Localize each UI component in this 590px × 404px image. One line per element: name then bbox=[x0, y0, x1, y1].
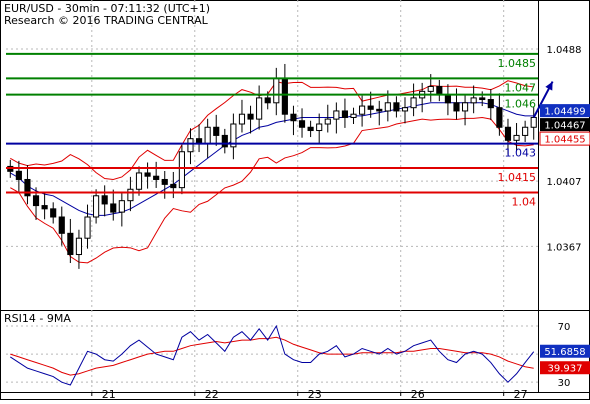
candle-body bbox=[93, 195, 100, 218]
bollinger-lower bbox=[10, 116, 534, 264]
candle-body bbox=[24, 178, 31, 197]
candle-body bbox=[470, 97, 477, 104]
candle-body bbox=[204, 126, 211, 145]
rsi-tick-label: 70 bbox=[558, 322, 571, 333]
candle-body bbox=[316, 123, 323, 132]
rsi-tag-box bbox=[540, 344, 590, 358]
candle-body bbox=[504, 126, 512, 141]
x-tick-label: 22 bbox=[205, 388, 219, 400]
x-tick-label: 21 bbox=[102, 388, 116, 400]
candle-body bbox=[350, 113, 357, 118]
candle-body bbox=[15, 170, 22, 180]
candle-body bbox=[110, 203, 117, 213]
candle-body bbox=[50, 208, 57, 218]
candle-body bbox=[264, 97, 271, 104]
candle-body bbox=[256, 97, 263, 120]
candle-body bbox=[487, 99, 494, 109]
x-tick-label: 27 bbox=[514, 388, 528, 400]
candle-body bbox=[453, 102, 460, 112]
candle-body bbox=[384, 102, 391, 112]
candle-body bbox=[238, 113, 246, 125]
candle-body bbox=[341, 110, 349, 118]
price-tag-box bbox=[540, 118, 590, 132]
price-tag-box bbox=[540, 104, 590, 118]
candle-body bbox=[101, 195, 108, 205]
candle-body bbox=[359, 105, 366, 115]
candle-body bbox=[376, 108, 383, 112]
candle-body bbox=[127, 188, 134, 202]
candle-body bbox=[135, 172, 143, 190]
candle-body bbox=[298, 120, 306, 128]
candle-body bbox=[401, 107, 409, 112]
candle-body bbox=[530, 116, 537, 128]
candle-body bbox=[427, 85, 434, 92]
price-tag-label: 1.04467 bbox=[544, 121, 585, 132]
forecast-arrow-head bbox=[545, 81, 553, 91]
chart-subtitle: Research © 2016 TRADING CENTRAL bbox=[4, 14, 209, 27]
level-label: 1.04 bbox=[512, 196, 537, 209]
price-tag-label: 1.04455 bbox=[544, 135, 585, 146]
candle-body bbox=[58, 216, 65, 234]
x-tick-label: 23 bbox=[308, 388, 322, 400]
candle-body bbox=[461, 102, 469, 112]
y-tick-label: 1.0488 bbox=[547, 45, 582, 56]
candle-body bbox=[333, 110, 340, 120]
candle-body bbox=[118, 200, 125, 213]
candle-body bbox=[84, 216, 91, 239]
rsi-panel-label: RSI14 - 9MA bbox=[4, 312, 71, 325]
candle-body bbox=[513, 134, 520, 141]
candle-body bbox=[393, 102, 400, 112]
grid-layer: 1.0367 1.0407 1.0488 21 22 23 26 27 30 70 bbox=[6, 0, 582, 401]
candle-body bbox=[213, 126, 220, 136]
candle-body bbox=[436, 85, 443, 96]
candle-body bbox=[522, 126, 529, 136]
candle-body bbox=[281, 77, 288, 115]
rsi-line bbox=[10, 324, 535, 386]
level-label: 1.0485 bbox=[498, 57, 537, 70]
candle-body bbox=[75, 237, 83, 256]
candle-body bbox=[32, 195, 40, 207]
candle-body bbox=[221, 134, 228, 148]
chart-title: EUR/USD - 30min - 07:11:32 (UTC+1) bbox=[4, 2, 210, 15]
candle-body bbox=[144, 172, 151, 177]
price-tag-label: 1.04499 bbox=[544, 107, 585, 118]
candle-body bbox=[479, 97, 486, 101]
y-tick-label: 1.0367 bbox=[547, 242, 582, 253]
candle-body bbox=[324, 118, 331, 125]
bollinger-upper bbox=[10, 80, 534, 180]
level-label: 1.043 bbox=[505, 147, 537, 160]
candle-body bbox=[410, 97, 417, 109]
candle-body bbox=[307, 126, 314, 132]
rsi-tag-label: 39.937 bbox=[548, 364, 583, 375]
candle-body bbox=[367, 105, 374, 110]
candle-body bbox=[153, 175, 160, 180]
candle-body bbox=[41, 205, 48, 210]
candle-body bbox=[230, 123, 237, 148]
candle-body bbox=[247, 113, 254, 120]
rsi-tag-box bbox=[540, 361, 590, 375]
level-label: 1.046 bbox=[505, 98, 537, 111]
candle-body bbox=[170, 183, 177, 189]
candle-body bbox=[444, 94, 451, 104]
level-label: 1.047 bbox=[505, 81, 537, 94]
level-label: 1.0415 bbox=[498, 171, 537, 184]
price-tag-box bbox=[539, 131, 590, 146]
levels-layer: 1.0485 1.047 1.046 1.043 1.0415 1.04 bbox=[6, 52, 538, 209]
candle-body bbox=[67, 232, 74, 256]
candle-body bbox=[161, 178, 168, 185]
rsi-ma-line bbox=[10, 336, 534, 376]
x-tick-label: 26 bbox=[411, 388, 425, 400]
bollinger-bands bbox=[10, 80, 534, 264]
rsi-tag-label: 51.6858 bbox=[544, 347, 585, 358]
candle-body bbox=[187, 138, 194, 153]
candle-body bbox=[178, 151, 185, 189]
candle-body bbox=[496, 107, 503, 128]
candle-body bbox=[273, 77, 280, 104]
candle-body bbox=[290, 113, 297, 122]
rsi-tick-label: 30 bbox=[558, 378, 571, 389]
y-tick-label: 1.0407 bbox=[547, 177, 582, 188]
